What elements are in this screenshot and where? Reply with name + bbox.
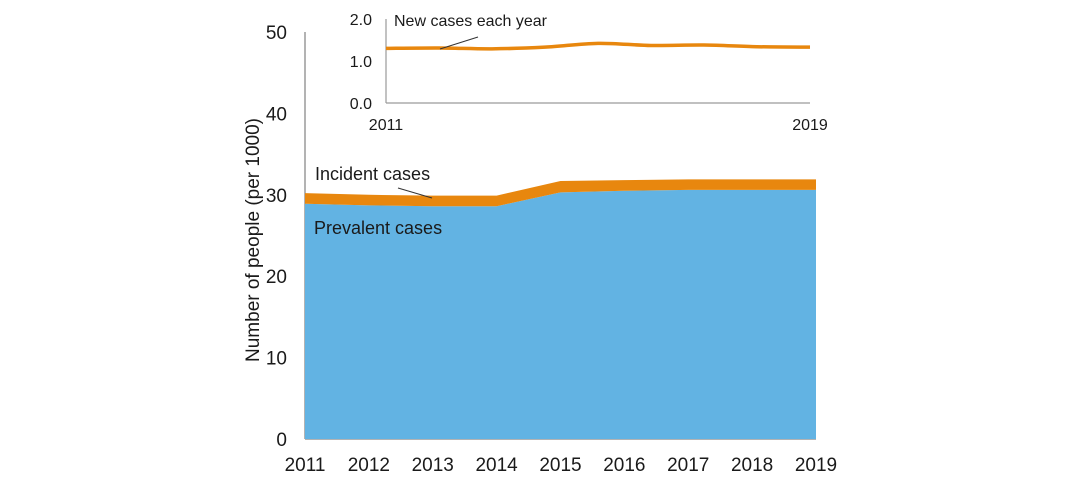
inset-x-tick-label: 2019 <box>792 117 828 134</box>
annotation-prevalent-cases: Prevalent cases <box>314 218 442 238</box>
incident-leader-line <box>397 187 433 199</box>
y-tick-label: 50 <box>266 23 287 44</box>
x-tick-label: 2014 <box>475 455 518 476</box>
area-incident-cases <box>305 179 816 207</box>
x-tick-label: 2013 <box>412 455 454 476</box>
x-tick-label: 2017 <box>667 455 709 476</box>
inset-x-tick-label: 2011 <box>369 117 404 134</box>
inset-line-chart: 0.0 1.0 2.0 2011 2019 New cases each year <box>350 12 828 134</box>
x-tick-label: 2019 <box>795 455 837 476</box>
annotation-new-cases: New cases each year <box>394 13 548 30</box>
y-tick-label: 0 <box>276 430 287 451</box>
y-tick-label: 40 <box>266 104 287 125</box>
x-tick-label: 2015 <box>539 455 581 476</box>
series-line-new-cases <box>385 41 811 51</box>
y-tick-label: 10 <box>266 349 287 370</box>
y-tick-label: 30 <box>266 186 287 207</box>
inset-y-tick-label: 1.0 <box>350 54 372 71</box>
x-tick-label: 2011 <box>285 455 326 476</box>
main-area-chart: 0 10 20 30 40 50 2011 2012 2013 2014 2015 2016 2017… <box>243 23 837 476</box>
x-tick-label: 2012 <box>348 455 390 476</box>
annotation-incident-cases: Incident cases <box>315 164 430 184</box>
inset-y-tick-label: 0.0 <box>350 96 372 113</box>
y-axis-label: Number of people (per 1000) <box>243 118 264 362</box>
x-tick-label: 2016 <box>603 455 645 476</box>
x-tick-label: 2018 <box>731 455 773 476</box>
area-prevalent-cases <box>305 189 816 439</box>
inset-y-tick-label: 2.0 <box>350 12 372 29</box>
y-tick-label: 20 <box>266 267 287 288</box>
new-cases-leader-line <box>439 36 479 50</box>
